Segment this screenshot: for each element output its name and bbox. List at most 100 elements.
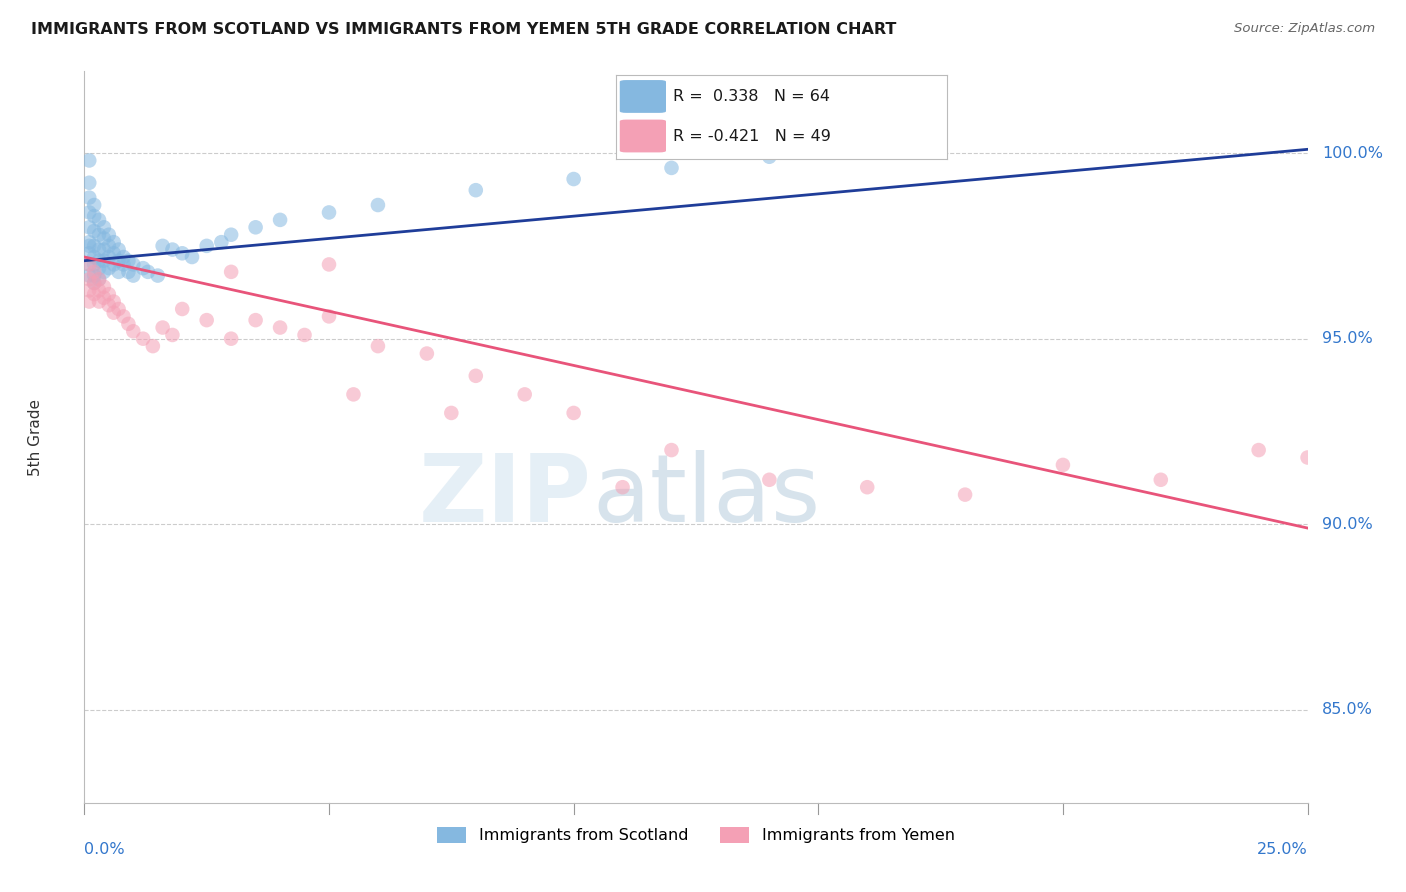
- Point: [83, 257, 105, 271]
- Point: [612, 480, 634, 494]
- Point: [83, 224, 105, 238]
- Point: [77, 257, 100, 271]
- Point: [77, 268, 100, 283]
- Point: [77, 284, 100, 298]
- Point: [1247, 443, 1270, 458]
- Point: [152, 239, 174, 253]
- Point: [77, 246, 100, 260]
- Point: [367, 198, 389, 212]
- Point: [513, 387, 536, 401]
- Point: [77, 220, 100, 235]
- Point: [562, 406, 585, 420]
- Point: [107, 301, 129, 316]
- Point: [97, 227, 120, 242]
- Point: [758, 150, 780, 164]
- Point: [93, 220, 115, 235]
- Point: [83, 276, 105, 290]
- Point: [245, 313, 267, 327]
- Point: [132, 332, 155, 346]
- Point: [146, 268, 169, 283]
- Point: [122, 324, 145, 338]
- Point: [172, 301, 194, 316]
- Text: 0.0%: 0.0%: [84, 842, 125, 856]
- Text: atlas: atlas: [592, 450, 820, 541]
- Point: [93, 279, 115, 293]
- Point: [93, 291, 115, 305]
- Point: [77, 235, 100, 249]
- Text: 25.0%: 25.0%: [1257, 842, 1308, 856]
- Point: [122, 268, 145, 283]
- Point: [87, 227, 110, 242]
- Text: 85.0%: 85.0%: [1322, 703, 1374, 717]
- Point: [97, 298, 120, 312]
- Point: [93, 265, 115, 279]
- Text: 90.0%: 90.0%: [1322, 516, 1374, 532]
- Point: [1296, 450, 1319, 465]
- Point: [162, 243, 184, 257]
- Point: [97, 239, 120, 253]
- Point: [77, 191, 100, 205]
- Point: [661, 161, 683, 175]
- Point: [122, 257, 145, 271]
- Text: IMMIGRANTS FROM SCOTLAND VS IMMIGRANTS FROM YEMEN 5TH GRADE CORRELATION CHART: IMMIGRANTS FROM SCOTLAND VS IMMIGRANTS F…: [31, 22, 896, 37]
- Point: [77, 272, 100, 286]
- Point: [269, 212, 291, 227]
- Point: [83, 265, 105, 279]
- Point: [1052, 458, 1074, 472]
- Point: [87, 272, 110, 286]
- Point: [97, 261, 120, 276]
- Point: [661, 443, 683, 458]
- Point: [97, 287, 120, 301]
- Point: [93, 243, 115, 257]
- Point: [318, 257, 340, 271]
- Point: [953, 488, 976, 502]
- Point: [112, 257, 135, 271]
- Point: [77, 239, 100, 253]
- Point: [77, 176, 100, 190]
- Point: [77, 205, 100, 219]
- Point: [83, 239, 105, 253]
- Point: [367, 339, 389, 353]
- Point: [464, 368, 486, 383]
- Point: [1150, 473, 1173, 487]
- Point: [93, 231, 115, 245]
- Point: [152, 320, 174, 334]
- Point: [87, 272, 110, 286]
- Point: [181, 250, 204, 264]
- Point: [142, 339, 165, 353]
- Point: [93, 253, 115, 268]
- Point: [77, 257, 100, 271]
- Point: [83, 276, 105, 290]
- Point: [342, 387, 364, 401]
- Point: [103, 235, 125, 249]
- Point: [117, 265, 139, 279]
- Point: [83, 268, 105, 283]
- Point: [107, 265, 129, 279]
- Text: 95.0%: 95.0%: [1322, 331, 1374, 346]
- Point: [112, 250, 135, 264]
- Point: [107, 243, 129, 257]
- Point: [112, 310, 135, 324]
- Point: [219, 332, 242, 346]
- Text: Source: ZipAtlas.com: Source: ZipAtlas.com: [1234, 22, 1375, 36]
- Point: [117, 317, 139, 331]
- Point: [132, 261, 155, 276]
- Point: [318, 310, 340, 324]
- Point: [219, 265, 242, 279]
- Point: [87, 284, 110, 298]
- Point: [87, 294, 110, 309]
- Point: [97, 250, 120, 264]
- Point: [245, 220, 267, 235]
- Point: [103, 257, 125, 271]
- Point: [77, 153, 100, 168]
- Point: [758, 473, 780, 487]
- Legend: Immigrants from Scotland, Immigrants from Yemen: Immigrants from Scotland, Immigrants fro…: [430, 821, 962, 850]
- Point: [107, 253, 129, 268]
- Point: [195, 239, 218, 253]
- Text: 5th Grade: 5th Grade: [28, 399, 44, 475]
- Point: [83, 209, 105, 223]
- Point: [856, 142, 879, 156]
- Point: [83, 198, 105, 212]
- Point: [318, 205, 340, 219]
- Point: [103, 306, 125, 320]
